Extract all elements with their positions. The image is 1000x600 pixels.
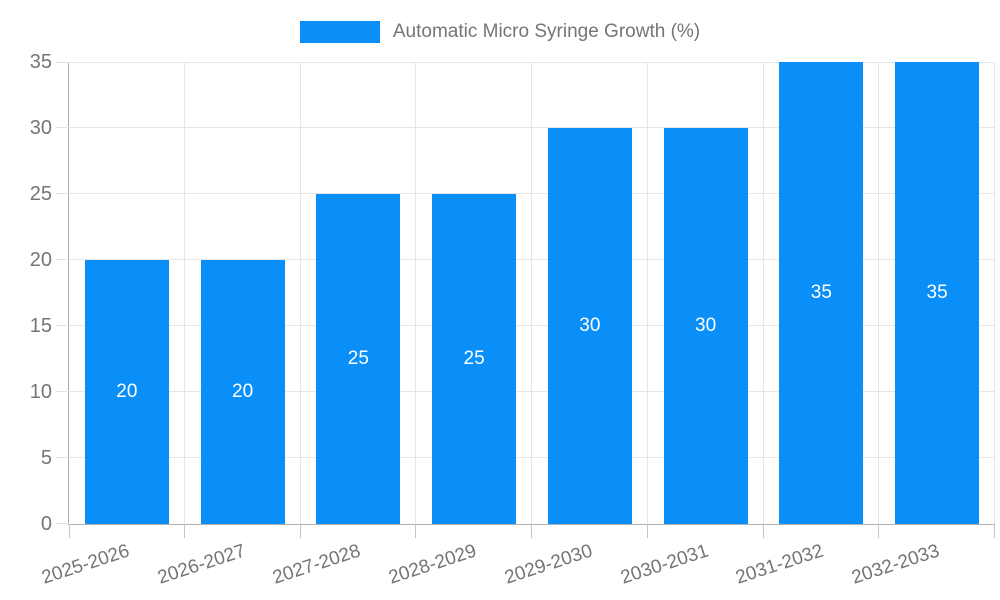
legend-swatch (299, 21, 380, 43)
bar-value-label: 25 (347, 348, 369, 369)
y-axis-label: 10 (29, 381, 52, 403)
bar-value-label: 20 (232, 381, 254, 402)
y-axis-label: 20 (29, 249, 52, 271)
y-axis-label: 25 (29, 183, 52, 205)
x-axis-tick (994, 524, 995, 538)
y-axis-tick (56, 62, 69, 63)
y-axis-tick (56, 391, 69, 392)
bar-value-label: 30 (695, 315, 717, 336)
x-axis-tick (69, 524, 70, 538)
x-axis-tick (763, 524, 764, 538)
x-gridline (415, 62, 416, 524)
plot-area: 0 5 10 15 20 25 30 35 20 20 25 25 30 30 35 35 2025-2026 2… (30, 51, 995, 589)
x-gridline (184, 62, 185, 524)
x-gridline (300, 62, 301, 524)
x-axis-tick (415, 524, 416, 538)
y-gridline (69, 457, 995, 458)
y-gridline (69, 259, 995, 260)
y-axis-label: 35 (29, 51, 52, 73)
x-gridline (994, 62, 995, 524)
x-axis-tick (878, 524, 879, 538)
legend-item[interactable]: Automatic Micro Syringe Growth (%) (299, 21, 701, 43)
y-axis-tick (56, 325, 69, 326)
y-gridline (69, 325, 995, 326)
y-axis-tick (56, 457, 69, 458)
bar-value-label: 35 (926, 282, 948, 303)
bar-2026-2027[interactable]: 20 (200, 260, 285, 524)
bar-2029-2030[interactable]: 30 (547, 128, 632, 524)
y-axis-tick (56, 259, 69, 260)
x-gridline (878, 62, 879, 524)
y-gridline (69, 391, 995, 392)
bar-2031-2032[interactable]: 35 (779, 62, 864, 524)
bar-2028-2029[interactable]: 25 (432, 194, 517, 524)
x-gridline (531, 62, 532, 524)
y-axis-label: 15 (29, 315, 52, 337)
y-axis-label: 30 (29, 117, 52, 139)
y-axis-tick (56, 193, 69, 194)
y-axis-label: 0 (40, 513, 52, 535)
x-gridline (647, 62, 648, 524)
chart-legend: Automatic Micro Syringe Growth (%) (0, 21, 1000, 43)
y-gridline (69, 62, 995, 63)
y-axis-tick (56, 523, 69, 524)
bar-value-label: 30 (579, 315, 601, 336)
bar-2025-2026[interactable]: 20 (84, 260, 169, 524)
y-gridline (69, 193, 995, 194)
y-axis-tick (56, 127, 69, 128)
bar-value-label: 25 (463, 348, 485, 369)
x-axis-tick (531, 524, 532, 538)
bar-2032-2033[interactable]: 35 (895, 62, 980, 524)
bar-value-label: 35 (810, 282, 832, 303)
y-axis-label: 5 (40, 447, 52, 469)
legend-label: Automatic Micro Syringe Growth (%) (392, 21, 701, 42)
x-axis-tick (300, 524, 301, 538)
x-gridline (763, 62, 764, 524)
bar-value-label: 20 (116, 381, 138, 402)
bar-2030-2031[interactable]: 30 (663, 128, 748, 524)
x-axis-tick (184, 524, 185, 538)
x-axis-tick (647, 524, 648, 538)
y-gridline (69, 127, 995, 128)
bar-2027-2028[interactable]: 25 (316, 194, 401, 524)
